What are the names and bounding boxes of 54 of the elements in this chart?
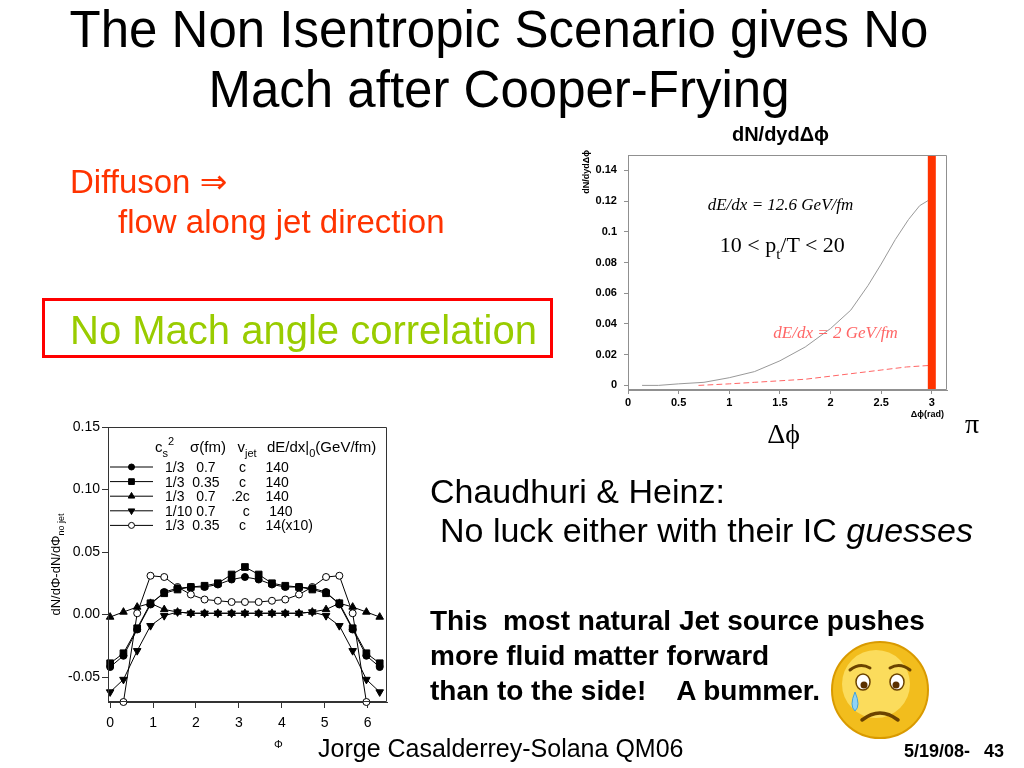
y-tick-label: 0.14 <box>595 163 618 176</box>
x-tick-label: 4 <box>277 714 286 731</box>
chart-title: dN/dydΔϕ <box>731 123 830 145</box>
x-tick-label: 2.5 <box>873 395 889 408</box>
text: π <box>964 408 980 439</box>
x-tick-label: 2 <box>827 395 834 408</box>
y-tick-label: -0.05 <box>68 667 101 684</box>
text: This most natural Jet source pushes <box>430 605 925 636</box>
x-tick-label: 1 <box>149 714 158 731</box>
x-tick-label: 3 <box>235 714 244 731</box>
text: 43 <box>984 741 1005 761</box>
legend-label: 1/3 0.35 c 14(x10) <box>165 517 313 534</box>
y-tick-label: 0.1 <box>601 224 617 237</box>
y-tick-label: 0.10 <box>72 480 101 497</box>
text: Δϕ <box>767 418 800 449</box>
y-tick-label: 0.06 <box>595 286 617 299</box>
legend-label: 1/3 0.7 .2c 140 <box>165 488 289 505</box>
y-tick-label: 0 <box>610 378 617 391</box>
series-label: dE/dx = 2 GeV/fm <box>773 323 898 342</box>
legend-label: 1/3 0.35 c 140 <box>165 473 289 490</box>
x-axis-title: Φ <box>274 738 284 750</box>
text: Jorge Casalderrey-Solana QM06 <box>318 734 684 762</box>
legend-label: 1/3 0.7 c 140 <box>165 459 289 475</box>
x-tick-label: 5 <box>320 714 329 731</box>
text: than to the side! A bummer. <box>430 675 820 706</box>
y-tick-label: 0.15 <box>72 417 101 434</box>
x-axis-title: Δϕ(rad) <box>910 409 944 419</box>
text: more fluid matter forward <box>430 640 770 671</box>
y-tick-label: 0.08 <box>595 255 617 268</box>
text: dE/dx = 12.6 GeV/fm <box>707 195 854 214</box>
text: flow along jet direction <box>118 203 445 240</box>
x-tick-label: 6 <box>363 714 372 731</box>
x-tick-label: 0.5 <box>670 395 687 408</box>
text: Diffuson ⇒ <box>70 163 228 200</box>
x-tick-label: 3 <box>928 395 935 408</box>
x-tick-label: 1.5 <box>772 395 788 408</box>
y-axis-title: dN/dydΔϕ <box>581 149 591 194</box>
text: 5/19/08- <box>904 741 971 761</box>
x-tick-label: 1 <box>726 395 733 408</box>
x-tick-label: 2 <box>192 714 201 731</box>
y-axis-title: dN/dΦ-dN/dΦno jet <box>48 513 66 616</box>
text: guesses <box>846 511 973 549</box>
text: No Mach angle correlation <box>70 308 537 352</box>
y-tick-label: 0.00 <box>72 605 101 622</box>
text: Chaudhuri & Heinz: <box>430 472 725 510</box>
text: No luck either with their IC <box>440 511 837 549</box>
legend-label: 1/10 0.7 c 140 <box>165 502 293 519</box>
y-tick-label: 0.02 <box>595 347 617 360</box>
x-tick-label: 0 <box>106 714 115 731</box>
y-tick-label: 0.05 <box>72 542 101 559</box>
x-tick-label: 0 <box>624 395 632 408</box>
y-tick-label: 0.12 <box>595 194 617 207</box>
text: The Non Isentropic Scenario gives No Mach after Cooper-Frying <box>68 0 930 120</box>
y-tick-label: 0.04 <box>595 316 618 329</box>
